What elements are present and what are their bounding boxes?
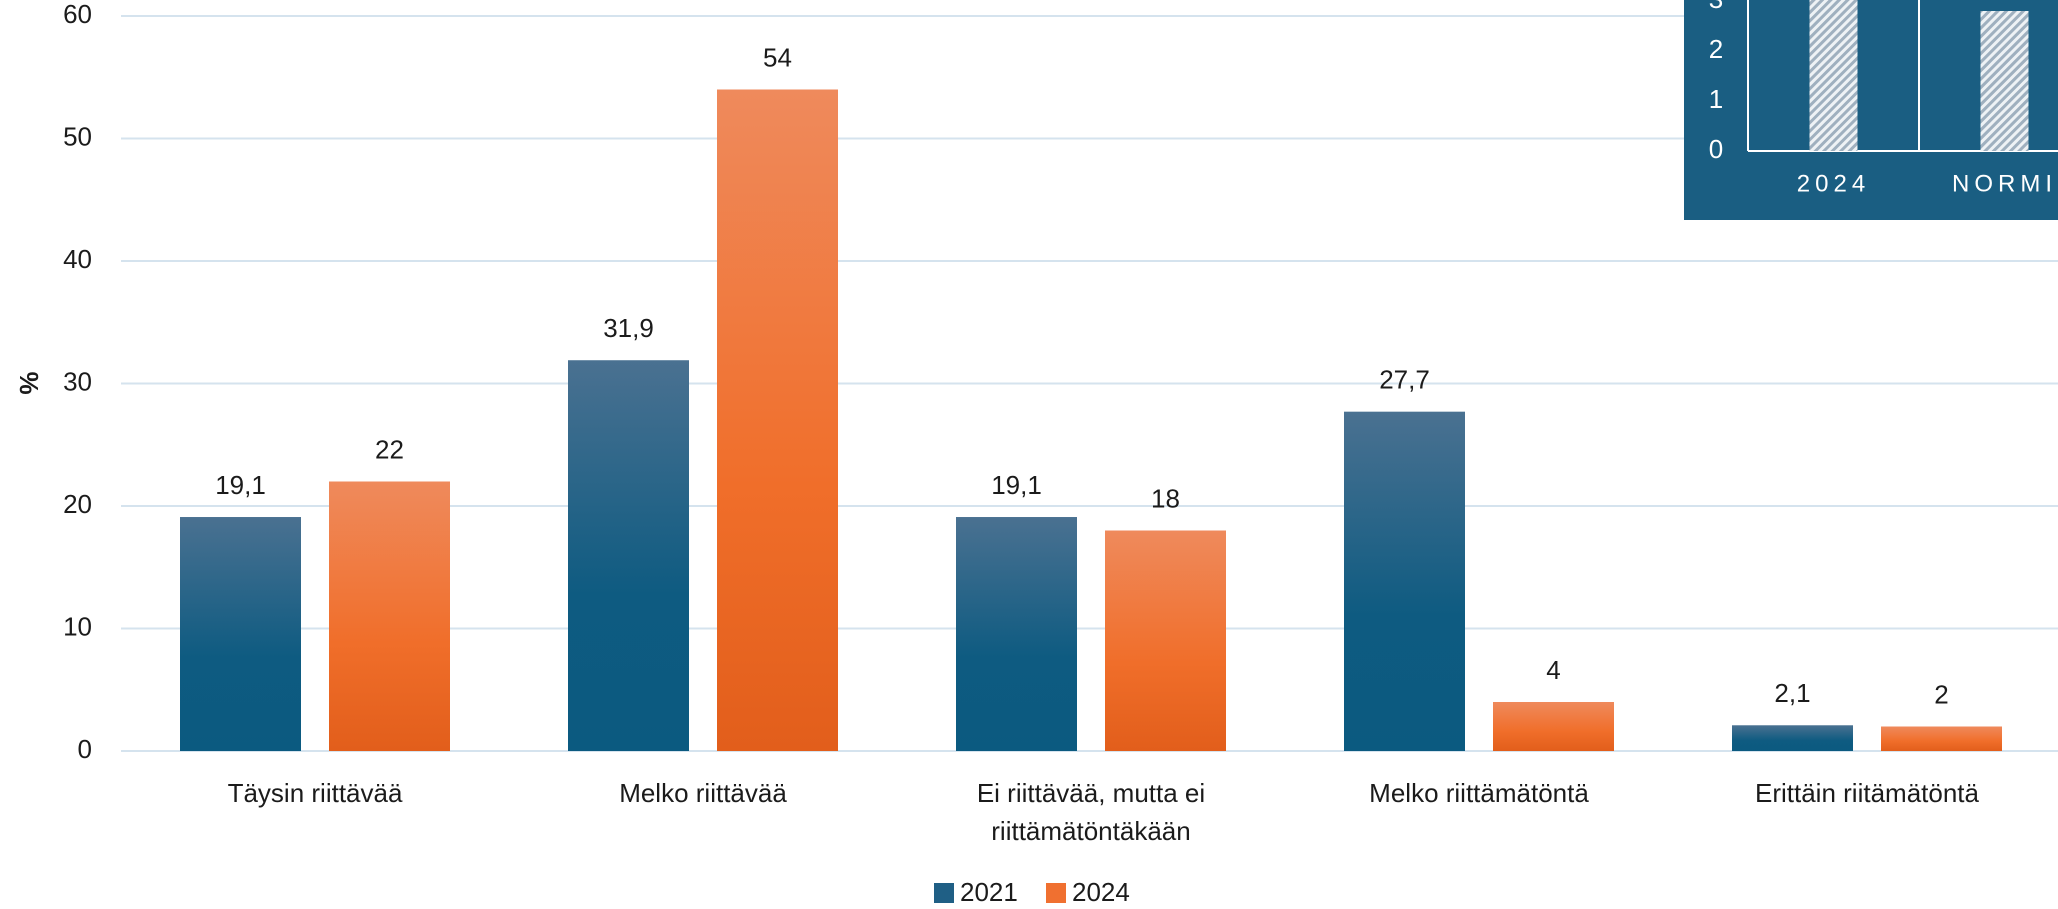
legend-swatch [934, 883, 954, 903]
y-axis-label: % [14, 371, 44, 394]
y-tick-label: 40 [63, 244, 92, 274]
data-label: 2,1 [1774, 678, 1810, 708]
data-label: 22 [375, 434, 404, 464]
y-tick-label: 20 [63, 489, 92, 519]
data-label: 2 [1934, 679, 1948, 709]
legend-label: 2024 [1072, 877, 1130, 907]
inset-y-tick-label: 1 [1709, 84, 1723, 114]
bar [180, 517, 301, 751]
x-tick-label: Melko riittämätöntä [1369, 778, 1589, 808]
y-tick-label: 50 [63, 121, 92, 151]
inset-bar [1980, 11, 2029, 151]
bar [329, 481, 450, 751]
x-tick-label: Erittäin riitämätöntä [1755, 778, 1979, 808]
bar [1732, 725, 1853, 751]
inset-x-tick-label: 2024 [1797, 170, 1870, 197]
bar [1881, 726, 2002, 751]
y-tick-label: 10 [63, 611, 92, 641]
legend-label: 2021 [960, 877, 1018, 907]
inset-x-tick-label: NORMI [1952, 170, 2057, 197]
inset-y-tick-label: 2 [1709, 34, 1723, 64]
data-label: 18 [1151, 483, 1180, 513]
legend-swatch [1046, 883, 1066, 903]
y-tick-label: 0 [78, 734, 92, 764]
bar [1344, 411, 1465, 751]
inset-y-tick-label: 3 [1709, 0, 1723, 14]
data-label: 31,9 [603, 313, 654, 343]
bar [568, 360, 689, 751]
bar [1493, 702, 1614, 751]
data-label: 4 [1546, 655, 1560, 685]
data-label: 54 [763, 42, 792, 72]
inset-bar [1809, 0, 1858, 151]
inset-y-tick-label: 0 [1709, 134, 1723, 164]
bar [717, 89, 838, 751]
y-tick-label: 30 [63, 366, 92, 396]
bar [956, 517, 1077, 751]
data-label: 27,7 [1379, 365, 1430, 395]
bar [1105, 530, 1226, 751]
x-tick-label: Ei riittävää, mutta ei riittämätöntäkään [976, 778, 1206, 846]
data-label: 19,1 [215, 470, 266, 500]
data-label: 19,1 [991, 470, 1042, 500]
y-tick-label: 60 [63, 0, 92, 29]
x-tick-label: Täysin riittävää [227, 778, 403, 808]
x-tick-label: Melko riittävää [619, 778, 787, 808]
